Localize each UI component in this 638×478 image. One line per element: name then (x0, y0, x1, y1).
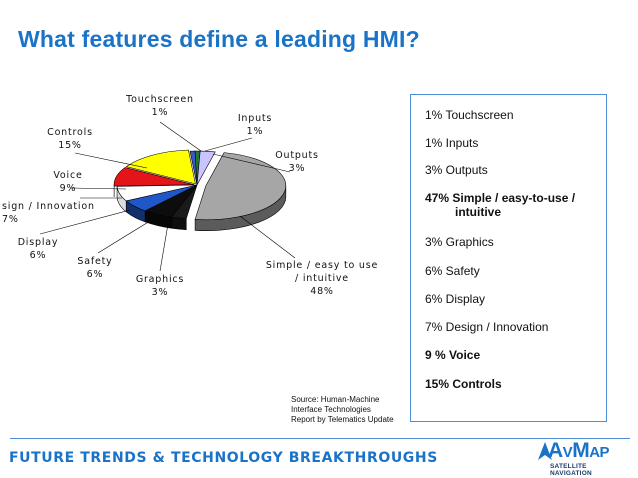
legend-item-touchscreen: 1% Touchscreen (425, 108, 514, 122)
pie-slice-side-4 (171, 216, 187, 231)
legend-item-simple: 47% Simple / easy-to-use / intuitive (425, 191, 575, 219)
pie-label-9-0: Controls (47, 127, 93, 138)
logo-arrow-icon (538, 442, 552, 460)
source-line-3: Report by Telematics Update (291, 415, 394, 424)
pie-label-2-0: Outputs (275, 150, 319, 161)
pie-label-4-0: Graphics (136, 274, 184, 285)
pie-leader-line-9 (74, 152, 148, 169)
legend-item-display: 6% Display (425, 292, 486, 306)
logo-wordmark: AVMAP (548, 439, 610, 462)
legend-item-controls: 15% Controls (425, 377, 502, 391)
pie-leader-line-3 (239, 215, 296, 259)
legend-box: 1% Touchscreen 1% Inputs 3% Outputs 47% … (410, 94, 607, 422)
pie-label-5-1: 6% (87, 269, 104, 280)
pie-chart: Touchscreen 1% Inputs 1% Outputs 3% Simple / e… (2, 94, 378, 298)
pie-label-7-1: 7% (2, 214, 19, 225)
pie-slice-7 (116, 184, 198, 202)
pie-label-6-0: Display (18, 237, 59, 248)
pie-label-2-1: 3% (289, 163, 306, 174)
legend-item-simple-line2: intuitive (455, 205, 502, 219)
pie-slice-2 (196, 150, 216, 186)
footer-divider (10, 438, 630, 439)
legend-item-safety: 6% Safety (425, 264, 480, 278)
footer-text: FUTURE TRENDS & TECHNOLOGY BREAKTHROUGHS (9, 450, 438, 466)
pie-leader-line-5 (97, 220, 151, 254)
pie-label-3-2: 48% (310, 286, 334, 297)
legend-item-graphics: 3% Graphics (425, 235, 494, 249)
pie-leader-line-8 (69, 187, 127, 190)
pie-label-3-1: / intuitive (295, 273, 349, 284)
source-line-2: Interface Technologies (291, 405, 371, 414)
pie-label-4-1: 3% (152, 287, 169, 298)
pie-label-1-1: 1% (247, 126, 264, 137)
pie-label-0-0: Touchscreen (125, 94, 194, 105)
pie-label-1-0: Inputs (238, 113, 272, 124)
pie-label-3-0: Simple / easy to use (266, 260, 378, 271)
legend-item-inputs: 1% Inputs (425, 136, 479, 150)
logo-subtitle: SATELLITE NAVIGATION (550, 463, 592, 477)
pie-slice-8 (113, 167, 195, 187)
slide-title: What features define a leading HMI? (18, 26, 420, 52)
pie-leader-line-6 (39, 209, 131, 235)
pie-label-0-1: 1% (152, 107, 169, 118)
pie-label-7-0: sign / Innovation (2, 201, 95, 212)
pie-label-5-0: Safety (77, 256, 112, 267)
pie-leader-line-1 (204, 137, 253, 152)
source-line-1: Source: Human-Machine (291, 395, 380, 404)
avmap-logo: AVMAP SATELLITE NAVIGATION (538, 439, 624, 477)
pie-label-8-0: Voice (53, 170, 82, 181)
pie-slice-3 (194, 152, 287, 220)
source-note: Source: Human-Machine Interface Technolo… (291, 395, 411, 425)
legend-item-outputs: 3% Outputs (425, 163, 488, 177)
pie-leader-line-2 (212, 153, 291, 173)
legend-item-design: 7% Design / Innovation (425, 320, 549, 334)
pie-leader-line-0 (159, 121, 202, 152)
pie-label-6-1: 6% (30, 250, 47, 261)
legend-item-voice: 9 % Voice (425, 348, 481, 362)
legend-item-simple-line1: 47% Simple / easy-to-use / (425, 191, 576, 205)
pie-leader-line-4 (159, 223, 169, 272)
pie-label-9-1: 15% (58, 140, 82, 151)
pie-label-8-1: 9% (60, 183, 77, 194)
pie-slice-9 (125, 149, 196, 185)
